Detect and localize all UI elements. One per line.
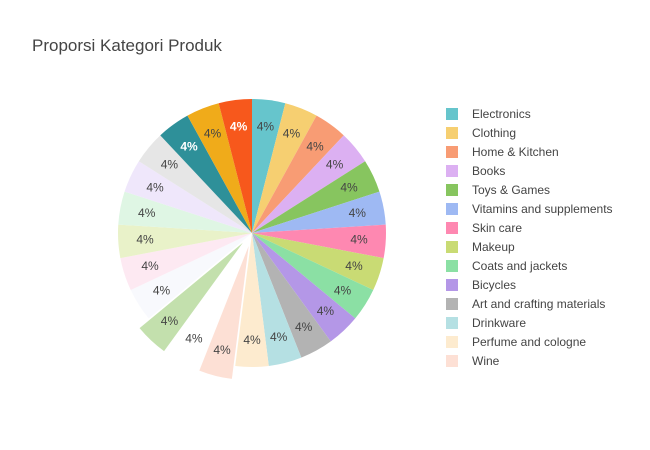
pie-slice[interactable] xyxy=(252,161,380,233)
pie-slice[interactable] xyxy=(252,233,302,366)
slice-label: 4% xyxy=(340,180,358,194)
pie-slice[interactable] xyxy=(160,115,252,233)
slice-label: 4% xyxy=(295,320,313,334)
pie-slice[interactable] xyxy=(130,233,252,319)
legend-label[interactable]: Perfume and cologne xyxy=(472,335,586,349)
pie-slice[interactable] xyxy=(118,224,252,259)
pie-slice[interactable] xyxy=(252,99,286,233)
slice-label: 4% xyxy=(138,206,156,220)
legend-label[interactable]: Vitamins and supplements xyxy=(472,202,613,216)
pie-slice[interactable] xyxy=(252,224,386,259)
slice-label: 4% xyxy=(161,158,179,172)
pie-slice[interactable] xyxy=(252,233,331,358)
legend-label[interactable]: Skin care xyxy=(472,221,522,235)
slice-label: 4% xyxy=(161,314,179,328)
pie-slice[interactable] xyxy=(218,99,252,233)
pie-slice[interactable] xyxy=(138,135,252,233)
legend-label[interactable]: Clothing xyxy=(472,126,516,140)
slice-label: 4% xyxy=(230,120,248,134)
slice-label: 4% xyxy=(185,332,203,346)
slice-label: 4% xyxy=(326,158,344,172)
legend-swatch[interactable] xyxy=(446,279,458,291)
legend-label[interactable]: Home & Kitchen xyxy=(472,145,559,159)
legend-swatch[interactable] xyxy=(446,298,458,310)
legend-label[interactable]: Wine xyxy=(472,354,500,368)
pie-slice[interactable] xyxy=(139,242,243,352)
pie-slice[interactable] xyxy=(166,244,246,370)
slice-labels: 4% 4%4%4%4%4%4%4%4%4%4%4%4%4%4%4%4%4%4%4%… xyxy=(136,120,368,357)
pie-slice[interactable] xyxy=(252,103,317,233)
slice-label: 4% xyxy=(146,180,164,194)
pie-slice[interactable] xyxy=(187,103,252,233)
slice-label: 4% xyxy=(136,233,154,247)
slice-label: 4% xyxy=(257,120,275,134)
legend-swatch[interactable] xyxy=(446,355,458,367)
legend-swatch[interactable] xyxy=(446,260,458,272)
slice-label: 4% xyxy=(213,343,231,357)
slice-label: 4% xyxy=(243,333,261,347)
slice-label: 4% xyxy=(283,126,301,140)
legend-swatch[interactable] xyxy=(446,127,458,139)
legend-label[interactable]: Coats and jackets xyxy=(472,259,567,273)
legend-swatch[interactable] xyxy=(446,317,458,329)
legend-swatch[interactable] xyxy=(446,165,458,177)
legend-swatch[interactable] xyxy=(446,146,458,158)
pie-slice[interactable] xyxy=(252,115,344,233)
legend-label[interactable]: Books xyxy=(472,164,505,178)
pie-slice[interactable] xyxy=(118,191,252,233)
legend-label[interactable]: Makeup xyxy=(472,240,515,254)
legend: Electronics Clothing Home & Kitchen Books To… xyxy=(446,107,613,368)
slice-label: 4% xyxy=(180,139,198,153)
legend-swatch[interactable] xyxy=(446,336,458,348)
slice-label: 4% xyxy=(270,330,288,344)
legend-label[interactable]: Art and crafting materials xyxy=(472,297,605,311)
chart-title: Proporsi Kategori Produk xyxy=(32,36,222,55)
slice-label: 4% xyxy=(141,259,159,273)
pie-slice[interactable] xyxy=(252,191,386,233)
pie-slice[interactable] xyxy=(252,135,366,233)
slice-label: 4% xyxy=(204,126,222,140)
pie xyxy=(118,99,386,379)
legend-swatch[interactable] xyxy=(446,222,458,234)
pie-slice[interactable] xyxy=(124,161,252,233)
legend-label[interactable]: Bicycles xyxy=(472,278,516,292)
legend-swatch[interactable] xyxy=(446,184,458,196)
pie-slice[interactable] xyxy=(252,233,356,342)
slice-label: 4% xyxy=(306,139,324,153)
legend-label[interactable]: Drinkware xyxy=(472,316,526,330)
legend-swatch[interactable] xyxy=(446,108,458,120)
pie-slice[interactable] xyxy=(252,233,374,319)
legend-label[interactable]: Toys & Games xyxy=(472,183,550,197)
legend-label[interactable]: Electronics xyxy=(472,107,531,121)
slice-label: 4% xyxy=(334,283,352,297)
slice-label: 4% xyxy=(349,206,367,220)
slice-label: 4% xyxy=(153,283,171,297)
pie-slice[interactable] xyxy=(235,233,269,367)
pie-slice[interactable] xyxy=(252,233,384,291)
pie-slice[interactable] xyxy=(120,233,252,291)
pie-slice[interactable] xyxy=(199,245,249,379)
legend-swatch[interactable] xyxy=(446,203,458,215)
slice-label: 4% xyxy=(345,259,363,273)
slice-label: 4% xyxy=(350,233,368,247)
legend-swatch[interactable] xyxy=(446,241,458,253)
slice-label: 4% xyxy=(317,304,335,318)
